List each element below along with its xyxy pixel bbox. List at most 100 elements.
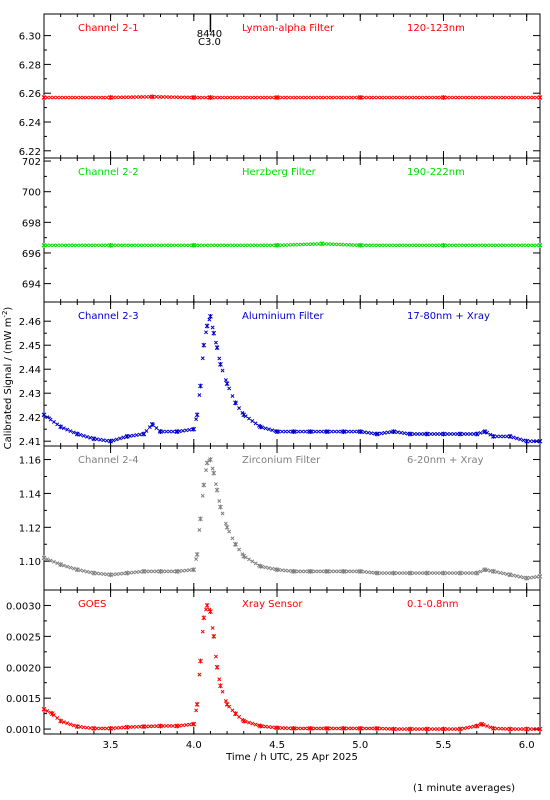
data-point xyxy=(253,722,258,727)
data-point xyxy=(141,243,146,248)
data-point xyxy=(432,727,437,732)
y-tick-label: 0.0030 xyxy=(6,601,41,612)
data-point-key xyxy=(41,555,47,561)
data-point xyxy=(402,431,407,436)
data-point xyxy=(187,243,192,248)
data-point-key xyxy=(191,721,197,727)
data-point xyxy=(78,95,83,100)
data-point-key xyxy=(441,570,446,576)
data-point xyxy=(55,243,60,248)
data-point xyxy=(369,243,374,248)
data-point xyxy=(263,426,268,431)
data-point xyxy=(511,573,516,578)
data-point xyxy=(448,571,453,576)
data-point xyxy=(296,95,301,100)
data-point xyxy=(415,95,420,100)
data-point xyxy=(154,94,159,99)
data-point-key xyxy=(191,95,197,100)
data-point xyxy=(299,242,304,247)
data-point-key xyxy=(474,570,480,576)
data-point xyxy=(161,243,165,248)
data-point-key xyxy=(357,242,363,248)
data-point xyxy=(263,243,268,248)
data-point xyxy=(521,95,526,100)
data-point xyxy=(471,432,476,436)
data-point xyxy=(55,95,60,100)
data-point-key xyxy=(194,412,200,418)
data-point xyxy=(452,95,456,100)
data-point xyxy=(204,243,208,248)
data-point xyxy=(283,568,288,573)
data-point xyxy=(349,429,354,434)
data-point xyxy=(147,724,152,729)
data-point xyxy=(101,95,106,100)
x-tick-label: 6.0 xyxy=(519,740,535,751)
data-point xyxy=(362,95,367,100)
data-point xyxy=(134,570,139,575)
data-point xyxy=(402,95,407,100)
data-point xyxy=(98,437,103,442)
data-point xyxy=(68,95,73,100)
data-point xyxy=(250,559,255,564)
data-point xyxy=(247,95,251,100)
data-point xyxy=(85,725,89,730)
data-point xyxy=(319,726,324,731)
panel-5: 0.0010 0.0015 0.0020 0.0025 0.0030 GOES Xray S… xyxy=(6,589,543,736)
data-point-key xyxy=(194,552,200,557)
data-point-key xyxy=(198,516,203,522)
data-point xyxy=(534,243,539,248)
data-point xyxy=(495,726,499,731)
data-point xyxy=(61,426,66,431)
data-point xyxy=(167,724,172,728)
panel-filter-label: Herzberg Filter xyxy=(242,167,317,178)
data-point-key xyxy=(108,95,113,100)
data-point xyxy=(94,243,99,248)
data-point xyxy=(342,95,347,100)
data-point xyxy=(61,720,66,725)
data-point xyxy=(313,429,318,434)
data-point xyxy=(339,95,344,100)
data-point xyxy=(204,95,208,100)
data-point-key xyxy=(407,726,413,732)
panel-filter-label: Zirconium Filter xyxy=(242,455,321,466)
data-point-key xyxy=(49,711,55,717)
panels-layer: 6.22 6.24 6.26 6.28 6.30 Channel 2-1 Lyman-alp… xyxy=(6,13,543,751)
data-point-key xyxy=(174,429,180,434)
data-point xyxy=(187,95,192,100)
data-point xyxy=(171,95,175,100)
data-point xyxy=(528,243,533,248)
data-point xyxy=(266,566,271,570)
data-point xyxy=(48,95,53,100)
data-point xyxy=(478,430,483,435)
data-point xyxy=(534,439,539,444)
panel-channel-label: Channel 2-2 xyxy=(78,167,139,178)
data-point-key xyxy=(204,323,210,329)
data-point xyxy=(316,726,321,731)
data-point xyxy=(435,727,440,732)
data-point xyxy=(213,243,218,248)
data-point-key xyxy=(474,723,480,729)
data-point xyxy=(55,716,60,720)
data-point xyxy=(151,724,156,729)
data-point xyxy=(445,243,450,248)
data-point xyxy=(144,243,149,248)
data-point xyxy=(395,727,400,732)
data-point xyxy=(465,571,470,576)
data-point xyxy=(81,243,86,248)
data-point xyxy=(319,429,324,434)
data-point xyxy=(488,95,493,100)
data-point xyxy=(326,242,331,246)
data-point xyxy=(187,427,192,432)
panel-3: 2.41 2.42 2.43 2.44 2.45 2.46 Channel 2-3 Alumi… xyxy=(19,301,543,448)
data-point-key xyxy=(124,434,130,439)
data-point-key xyxy=(524,575,530,581)
data-point xyxy=(194,417,199,422)
data-point xyxy=(217,499,222,503)
data-point-key xyxy=(391,429,396,434)
data-point xyxy=(210,325,215,330)
data-point xyxy=(290,95,294,100)
data-point xyxy=(286,568,291,573)
data-point xyxy=(468,432,473,436)
data-point xyxy=(61,563,66,568)
data-point xyxy=(461,243,466,248)
